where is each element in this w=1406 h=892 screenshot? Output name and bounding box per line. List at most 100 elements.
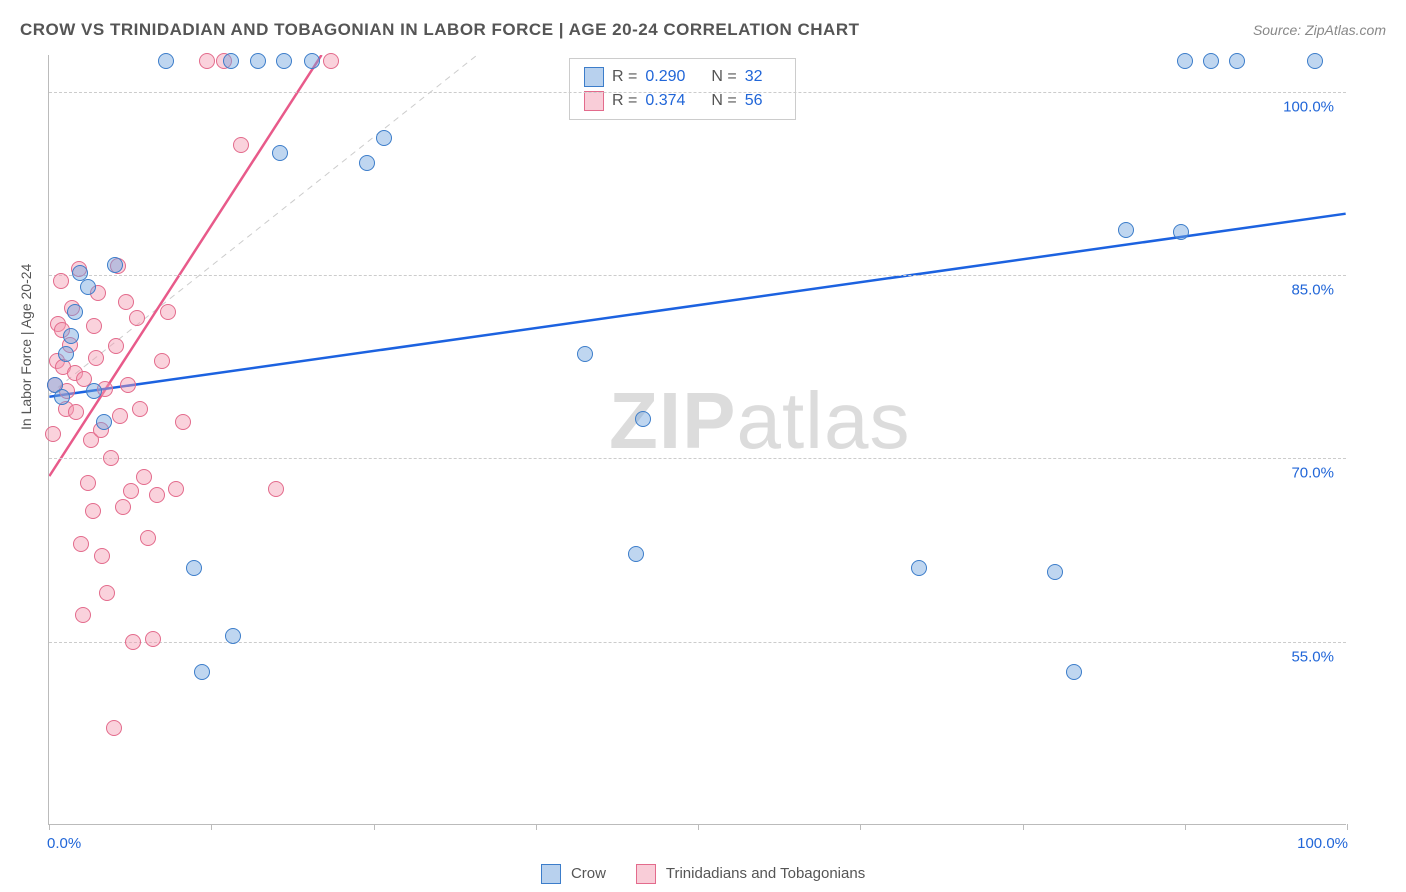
watermark: ZIPatlas: [609, 375, 910, 467]
swatch-pink: [584, 91, 604, 111]
scatter-point-pink: [108, 338, 124, 354]
x-tick: [698, 824, 699, 830]
scatter-point-blue: [1118, 222, 1134, 238]
scatter-point-blue: [1047, 564, 1063, 580]
scatter-point-pink: [53, 273, 69, 289]
scatter-point-blue: [72, 265, 88, 281]
scatter-point-pink: [73, 536, 89, 552]
legend-blue-label: Crow: [571, 865, 606, 882]
n-label: N =: [711, 92, 736, 110]
scatter-point-blue: [1203, 53, 1219, 69]
scatter-point-blue: [80, 279, 96, 295]
pink-n-value: 56: [745, 92, 763, 110]
scatter-point-pink: [132, 401, 148, 417]
scatter-point-blue: [63, 328, 79, 344]
scatter-point-pink: [136, 469, 152, 485]
scatter-point-pink: [94, 548, 110, 564]
scatter-point-pink: [88, 350, 104, 366]
x-tick: [536, 824, 537, 830]
scatter-point-pink: [68, 404, 84, 420]
scatter-point-blue: [86, 383, 102, 399]
scatter-point-pink: [149, 487, 165, 503]
scatter-point-blue: [250, 53, 266, 69]
scatter-point-pink: [123, 483, 139, 499]
scatter-point-pink: [86, 318, 102, 334]
x-tick: [860, 824, 861, 830]
scatter-point-pink: [154, 353, 170, 369]
scatter-point-blue: [107, 257, 123, 273]
scatter-point-pink: [323, 53, 339, 69]
gridline-h: [49, 642, 1346, 643]
series-legend: Crow Trinidadians and Tobagonians: [0, 864, 1406, 884]
scatter-point-blue: [304, 53, 320, 69]
trend-lines: [49, 55, 1346, 824]
scatter-point-blue: [158, 53, 174, 69]
chart-title: CROW VS TRINIDADIAN AND TOBAGONIAN IN LA…: [20, 20, 860, 40]
scatter-point-pink: [103, 450, 119, 466]
scatter-point-pink: [129, 310, 145, 326]
scatter-point-pink: [112, 408, 128, 424]
scatter-point-blue: [359, 155, 375, 171]
x-tick: [49, 824, 50, 830]
gridline-h: [49, 458, 1346, 459]
scatter-point-blue: [1229, 53, 1245, 69]
scatter-point-pink: [99, 585, 115, 601]
swatch-blue: [584, 67, 604, 87]
scatter-point-pink: [118, 294, 134, 310]
correlation-legend: R = 0.290 N = 32 R = 0.374 N = 56: [569, 58, 796, 120]
scatter-point-blue: [911, 560, 927, 576]
x-tick: [1023, 824, 1024, 830]
scatter-point-blue: [272, 145, 288, 161]
r-label: R =: [612, 92, 637, 110]
legend-pink-label: Trinidadians and Tobagonians: [666, 865, 865, 882]
scatter-point-blue: [635, 411, 651, 427]
scatter-point-pink: [85, 503, 101, 519]
scatter-point-pink: [125, 634, 141, 650]
scatter-point-pink: [106, 720, 122, 736]
scatter-point-pink: [199, 53, 215, 69]
x-tick-label-max: 100.0%: [1297, 835, 1348, 852]
legend-item-blue: Crow: [541, 864, 606, 884]
scatter-point-blue: [96, 414, 112, 430]
gridline-h: [49, 275, 1346, 276]
scatter-point-blue: [577, 346, 593, 362]
legend-row-blue: R = 0.290 N = 32: [584, 65, 781, 89]
swatch-blue: [541, 864, 561, 884]
scatter-point-blue: [1066, 664, 1082, 680]
scatter-point-pink: [120, 377, 136, 393]
scatter-point-blue: [1177, 53, 1193, 69]
scatter-point-blue: [1307, 53, 1323, 69]
scatter-point-blue: [276, 53, 292, 69]
scatter-point-blue: [376, 130, 392, 146]
y-axis-label: In Labor Force | Age 20-24: [18, 264, 34, 430]
swatch-pink: [636, 864, 656, 884]
y-tick-label: 100.0%: [1283, 98, 1334, 115]
blue-n-value: 32: [745, 68, 763, 86]
y-tick-label: 55.0%: [1291, 648, 1334, 665]
scatter-point-pink: [45, 426, 61, 442]
scatter-point-blue: [67, 304, 83, 320]
source-label: Source: ZipAtlas.com: [1253, 22, 1386, 38]
r-label: R =: [612, 68, 637, 86]
pink-r-value: 0.374: [645, 92, 685, 110]
x-tick-label-min: 0.0%: [47, 835, 81, 852]
scatter-point-pink: [168, 481, 184, 497]
legend-item-pink: Trinidadians and Tobagonians: [636, 864, 865, 884]
x-tick: [374, 824, 375, 830]
scatter-point-pink: [80, 475, 96, 491]
scatter-point-pink: [75, 607, 91, 623]
scatter-point-pink: [160, 304, 176, 320]
x-tick: [211, 824, 212, 830]
x-tick: [1185, 824, 1186, 830]
scatter-point-pink: [268, 481, 284, 497]
scatter-point-blue: [54, 389, 70, 405]
scatter-point-blue: [225, 628, 241, 644]
scatter-point-blue: [186, 560, 202, 576]
n-label: N =: [711, 68, 736, 86]
scatter-point-pink: [175, 414, 191, 430]
scatter-point-blue: [58, 346, 74, 362]
scatter-point-blue: [1173, 224, 1189, 240]
scatter-point-blue: [223, 53, 239, 69]
scatter-point-blue: [194, 664, 210, 680]
gridline-h: [49, 92, 1346, 93]
